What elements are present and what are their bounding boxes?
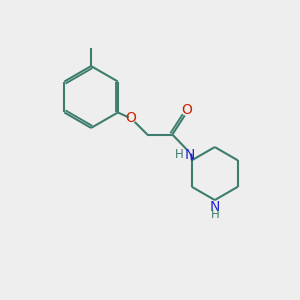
- Text: H: H: [175, 148, 183, 161]
- Text: N: N: [184, 148, 195, 162]
- Text: N: N: [210, 200, 220, 214]
- Text: O: O: [181, 103, 192, 117]
- Text: H: H: [210, 208, 219, 221]
- Text: O: O: [126, 111, 136, 125]
